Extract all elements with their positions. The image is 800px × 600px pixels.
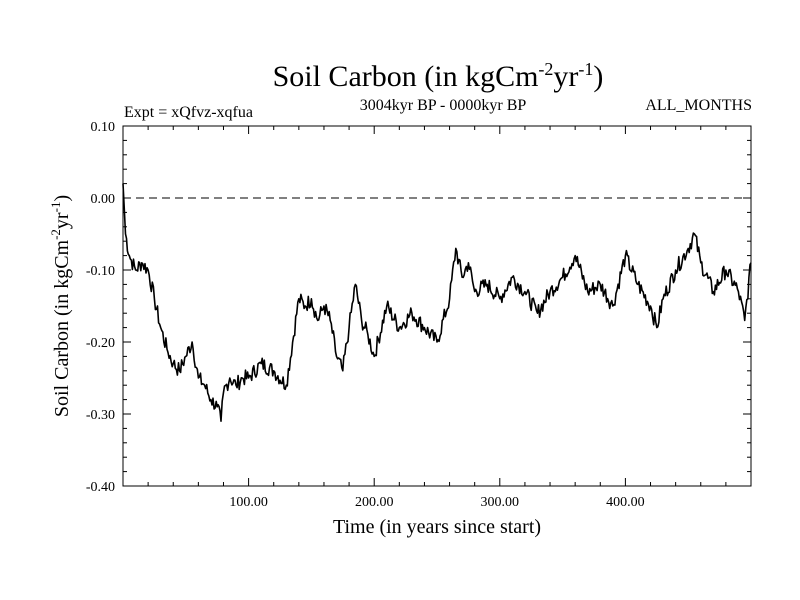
y-tick-label: -0.40	[86, 480, 115, 495]
series-line-soil-carbon	[122, 183, 752, 422]
y-tick-label: -0.10	[86, 264, 115, 279]
x-tick-label: 300.00	[481, 495, 520, 510]
y-tick-label: 0.10	[91, 120, 116, 135]
x-axis-label: Time (in years since start)	[333, 516, 541, 538]
y-tick-label: 0.00	[91, 192, 116, 207]
chart-subtitle: 3004kyr BP - 0000kyr BP	[360, 97, 527, 114]
y-axis-label: Soil Carbon (in kgCm-2yr-1)	[48, 195, 73, 417]
plot-frame	[122, 125, 752, 487]
experiment-label: Expt = xQfvz-xqfua	[124, 104, 253, 121]
x-tick-label: 200.00	[355, 495, 394, 510]
x-axis-ticks: 100.00 200.00 300.00 400.00	[147, 126, 727, 510]
y-axis-ticks: 0.10 0.00 -0.10 -0.20 -0.30 -0.40	[86, 120, 751, 495]
x-tick-label: 400.00	[606, 495, 645, 510]
x-tick-label: 100.00	[229, 495, 268, 510]
y-tick-label: -0.20	[86, 336, 115, 351]
y-tick-label: -0.30	[86, 408, 115, 423]
months-label: ALL_MONTHS	[645, 97, 752, 114]
chart-title: Soil Carbon (in kgCm-2yr-1)	[273, 59, 604, 93]
